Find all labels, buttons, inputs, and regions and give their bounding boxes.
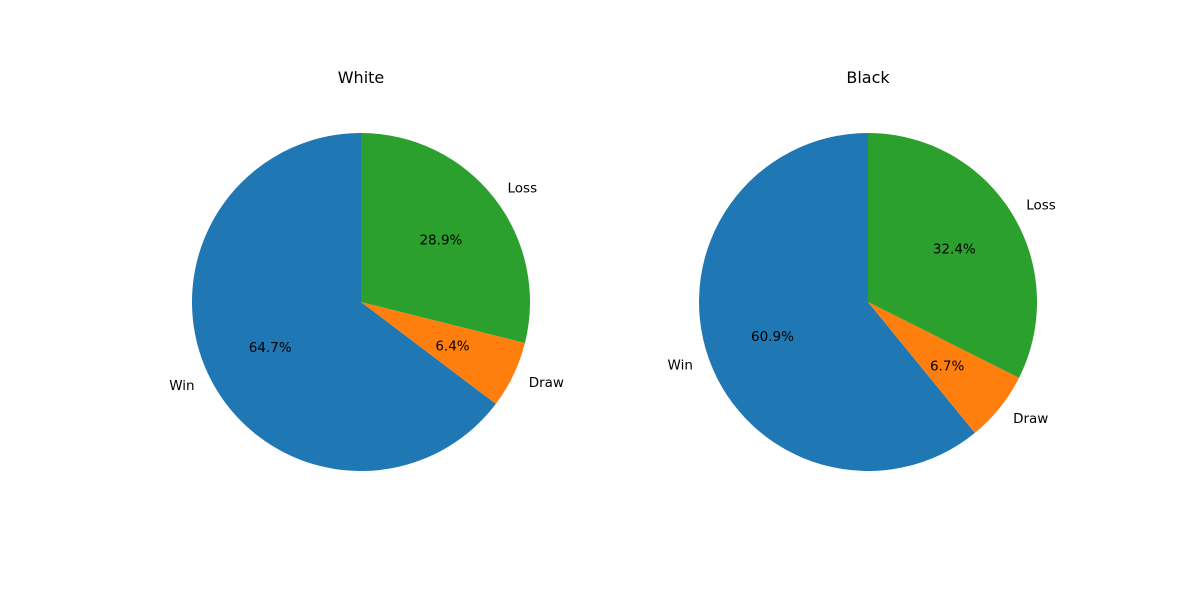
pie-pct-label-white-win: 64.7% bbox=[249, 340, 292, 356]
pie-category-label-black-win: Win bbox=[668, 357, 693, 373]
pie-slice-white-loss bbox=[361, 133, 530, 343]
pie-category-label-white-win: Win bbox=[169, 378, 194, 394]
pie-title-black: Black bbox=[846, 68, 890, 87]
pie-title-white: White bbox=[338, 68, 385, 87]
pie-wedges-black bbox=[698, 133, 1037, 472]
pie-slice-black-draw bbox=[868, 302, 1020, 433]
pie-pct-label-black-draw: 6.7% bbox=[930, 358, 964, 374]
pie-category-label-black-draw: Draw bbox=[1013, 411, 1048, 427]
pie-pct-label-black-win: 60.9% bbox=[751, 329, 794, 345]
pie-slice-white-win bbox=[192, 133, 496, 471]
pie-category-label-white-loss: Loss bbox=[508, 181, 538, 197]
pie-category-label-black-loss: Loss bbox=[1026, 197, 1056, 213]
pie-chart-white: White 64.7% Win 6.4% Draw 28.9% Loss bbox=[169, 68, 564, 471]
pie-chart-black: Black 60.9% Win 6.7% Draw 32.4% Loss bbox=[668, 68, 1056, 472]
pie-pct-label-white-draw: 6.4% bbox=[435, 339, 469, 355]
pie-category-label-white-draw: Draw bbox=[529, 375, 564, 391]
pie-slice-black-win bbox=[698, 133, 975, 472]
pie-slice-black-loss bbox=[868, 133, 1037, 378]
pie-wedges-white bbox=[192, 133, 530, 471]
pie-slice-white-draw bbox=[361, 302, 525, 404]
pie-pct-label-white-loss: 28.9% bbox=[419, 233, 462, 249]
pie-pct-label-black-loss: 32.4% bbox=[933, 242, 976, 258]
